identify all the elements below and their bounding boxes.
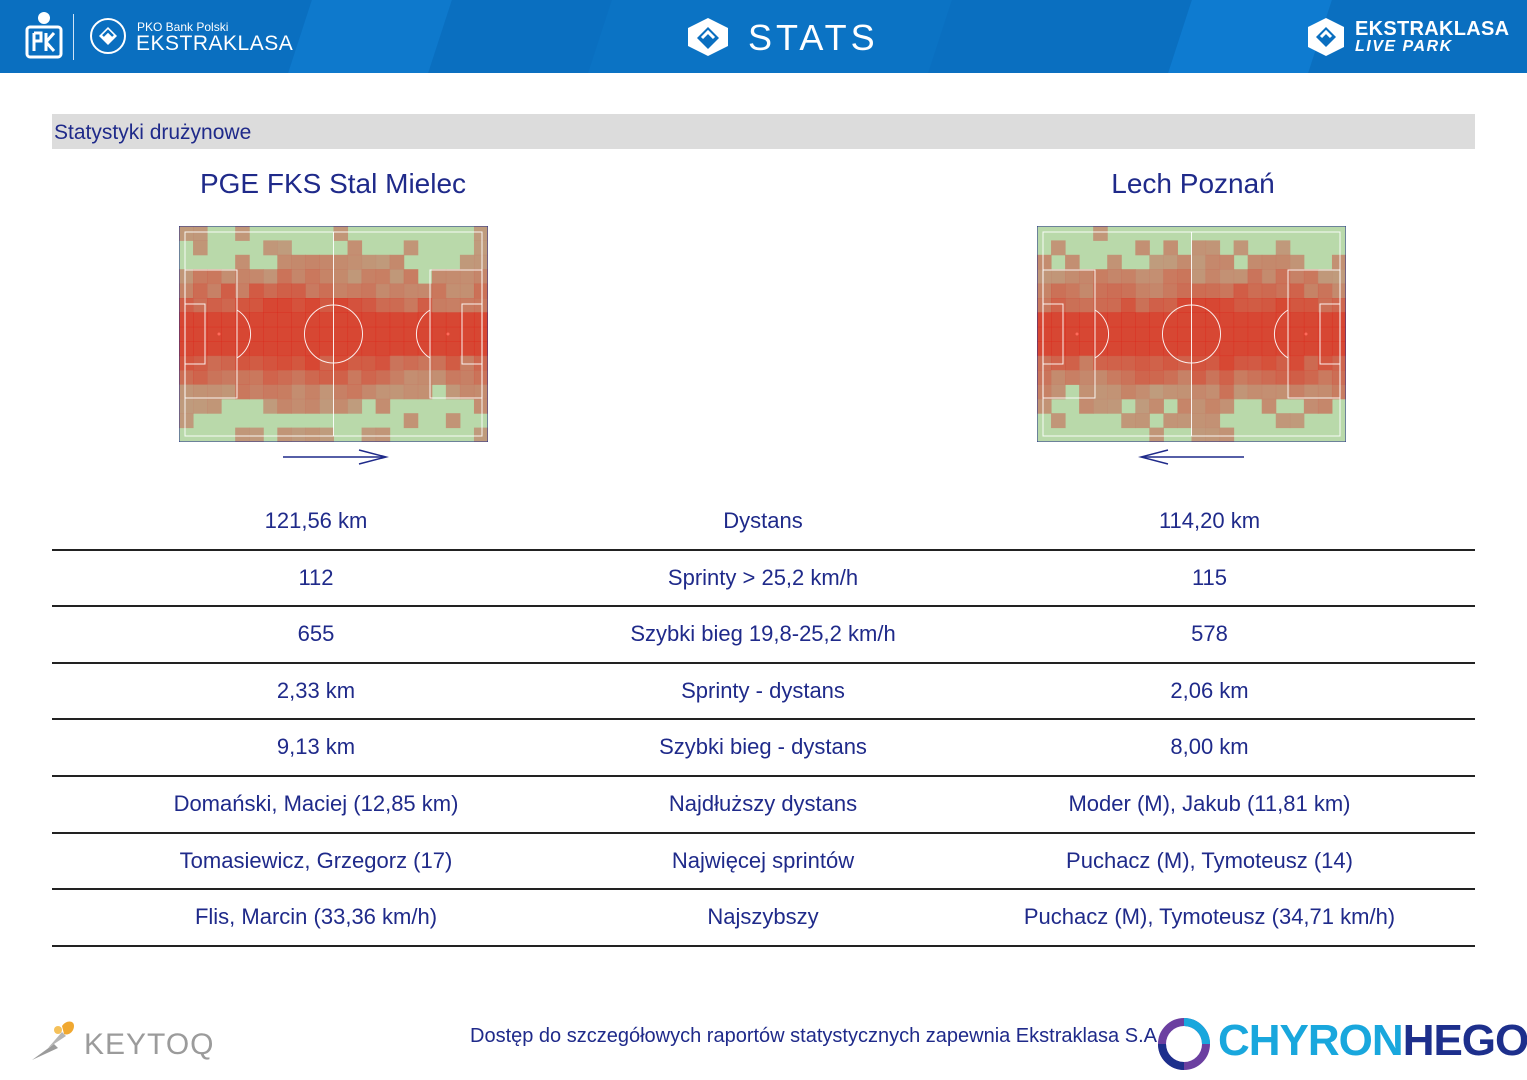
section-title: Statystyki drużynowe xyxy=(54,121,252,144)
away-heatmap xyxy=(1037,226,1346,442)
home-value: Flis, Marcin (33,36 km/h) xyxy=(194,904,438,930)
keytoq-wordmark: KEYTOQ xyxy=(84,1028,215,1061)
table-row: 9,13 km Szybki bieg - dystans 8,00 km xyxy=(52,720,1475,777)
away-value: Puchacz (M), Tymoteusz (34,71 km/h) xyxy=(1023,904,1396,930)
chyron-text: CHYRON xyxy=(1218,1016,1404,1065)
home-direction-arrow-icon xyxy=(283,449,389,465)
home-value: 2,33 km xyxy=(276,677,356,703)
stat-label: Szybki bieg 19,8-25,2 km/h xyxy=(630,621,896,647)
stat-label: Sprinty > 25,2 km/h xyxy=(667,564,859,590)
hego-text: HEGO xyxy=(1402,1016,1527,1065)
away-value: Puchacz (M), Tymoteusz (14) xyxy=(1066,847,1353,873)
stat-label: Dystans xyxy=(723,508,803,533)
home-value: 121,56 km xyxy=(264,508,368,533)
footer-note: Dostęp do szczegółowych raportów statyst… xyxy=(470,1025,1163,1047)
stats-logo-icon xyxy=(688,18,728,56)
away-value: 8,00 km xyxy=(1170,734,1249,760)
away-value: 578 xyxy=(1191,621,1228,647)
table-row: Domański, Maciej (12,85 km) Najdłuższy d… xyxy=(52,777,1475,834)
home-value: 655 xyxy=(297,621,335,647)
ekstraklasa-wordmark: EKSTRAKLASA xyxy=(136,32,294,55)
table-row: Tomasiewicz, Grzegorz (17) Najwięcej spr… xyxy=(52,834,1475,891)
away-value: Moder (M), Jakub (11,81 km) xyxy=(1068,790,1351,816)
live-park-top-text: EKSTRAKLASA xyxy=(1355,18,1510,40)
home-value: Domański, Maciej (12,85 km) xyxy=(173,790,459,816)
away-team-name: Lech Poznań xyxy=(1111,168,1275,199)
table-row: 655 Szybki bieg 19,8-25,2 km/h 578 xyxy=(52,607,1475,664)
chyronhego-wordmark: CHYRONHEGO xyxy=(1218,1016,1527,1066)
home-value: 9,13 km xyxy=(276,734,356,760)
home-team-name: PGE FKS Stal Mielec xyxy=(199,168,467,199)
pko-small-text: PKO Bank Polski xyxy=(137,20,229,34)
ekstraklasa-logo-icon xyxy=(90,18,126,54)
home-value: Tomasiewicz, Grzegorz (17) xyxy=(179,847,453,873)
stat-label: Najdłuższy dystans xyxy=(668,790,858,816)
table-row: 112 Sprinty > 25,2 km/h 115 xyxy=(52,551,1475,608)
live-park-logo-icon xyxy=(1308,18,1344,56)
home-value: 112 xyxy=(298,564,334,590)
chyronhego-logo-icon xyxy=(1158,1018,1210,1070)
stat-label: Szybki bieg - dystans xyxy=(659,734,867,760)
pko-logo-icon xyxy=(25,12,63,59)
table-row: 121,56 km Dystans 114,20 km xyxy=(52,494,1475,551)
stat-label: Najwięcej sprintów xyxy=(671,847,855,873)
home-heatmap xyxy=(179,226,488,442)
keytoq-logo-icon xyxy=(32,1021,74,1060)
away-direction-arrow-icon xyxy=(1138,449,1244,465)
section-header: Statystyki drużynowe xyxy=(52,114,1475,149)
stat-label: Najszybszy xyxy=(707,904,819,930)
table-row: Flis, Marcin (33,36 km/h) Najszybszy Puc… xyxy=(52,890,1475,947)
stats-table: 121,56 km Dystans 114,20 km 112 Sprinty … xyxy=(52,494,1475,947)
away-value: 115 xyxy=(1191,564,1228,590)
away-value: 114,20 km xyxy=(1158,508,1261,533)
table-row: 2,33 km Sprinty - dystans 2,06 km xyxy=(52,664,1475,721)
stats-title: STATS xyxy=(748,17,879,58)
header-bar: PKO Bank Polski EKSTRAKLASA STATS EKSTRA… xyxy=(0,0,1527,73)
live-park-bottom-text: LIVE PARK xyxy=(1355,38,1453,55)
stat-label: Sprinty - dystans xyxy=(681,677,845,703)
away-value: 2,06 km xyxy=(1170,677,1249,703)
